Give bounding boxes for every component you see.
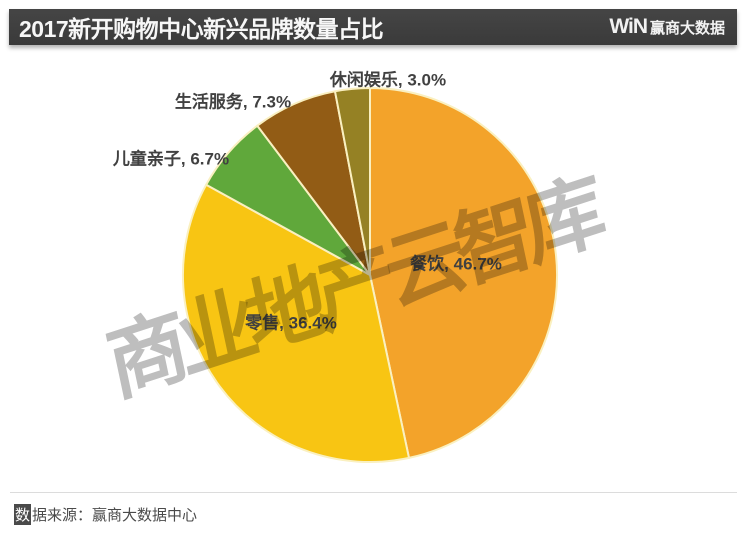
footer-divider bbox=[10, 492, 737, 493]
win-logo-mark-icon: WiN bbox=[609, 15, 648, 38]
page-title: 2017新开购物中心新兴品牌数量占比 bbox=[19, 16, 384, 42]
data-source-note: 数据来源：赢商大数据中心 bbox=[14, 504, 197, 525]
win-logo-brand-text: 赢商大数据 bbox=[649, 20, 725, 37]
pie-label-retail: 零售, 36.4% bbox=[245, 313, 337, 333]
pie-slice-1 bbox=[369, 87, 559, 459]
data-source-text: 据来源：赢商大数据中心 bbox=[32, 507, 198, 524]
pie-slice-5 bbox=[334, 86, 371, 276]
pie-label-dining: 餐饮, 46.7% bbox=[410, 254, 502, 274]
win-logo: WiN 赢商大数据 bbox=[609, 15, 725, 39]
data-source-highlight-char: 数 bbox=[14, 504, 32, 525]
pie-chart-area: 餐饮, 46.7% 零售, 36.4% 儿童亲子, 6.7% 生活服务, 7.3… bbox=[0, 48, 745, 492]
pie-label-life-service: 生活服务, 7.3% bbox=[174, 92, 292, 112]
pie-label-kids-family: 儿童亲子, 6.7% bbox=[112, 149, 230, 169]
pie-label-leisure: 休闲娱乐, 3.0% bbox=[329, 70, 447, 90]
header-bar: 2017新开购物中心新兴品牌数量占比 WiN 赢商大数据 bbox=[9, 9, 737, 45]
pie-svg bbox=[181, 86, 559, 463]
pie-slice-2 bbox=[181, 183, 410, 463]
